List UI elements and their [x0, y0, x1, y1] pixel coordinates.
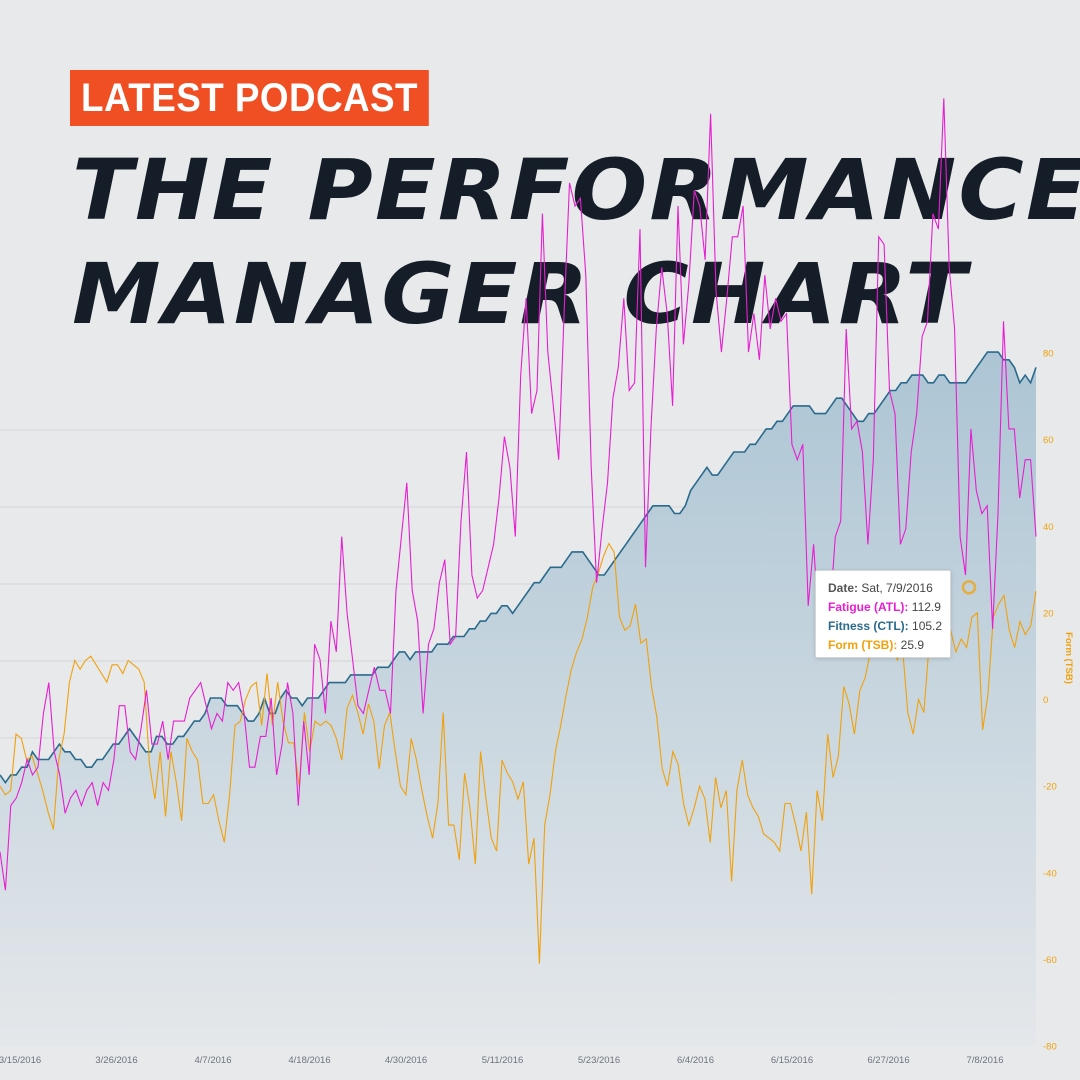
page-title: THE PERFORMANCE MANAGER CHART — [72, 138, 1080, 346]
form-tick-label: -80 — [1043, 1042, 1057, 1053]
form-line — [0, 542, 1037, 964]
x-tick-label: 4/18/2016 — [288, 1055, 330, 1066]
title-line-1: THE PERFORMANCE — [72, 141, 1080, 239]
tooltip-marker[interactable] — [961, 580, 977, 595]
fitness-area — [0, 352, 1036, 1047]
fitness-line — [0, 351, 1037, 784]
x-tick-label: 5/11/2016 — [482, 1055, 524, 1066]
form-axis-label: Form (TSB) — [1063, 632, 1074, 684]
x-tick-label: 4/30/2016 — [385, 1055, 427, 1066]
title-line-2: MANAGER CHART — [72, 245, 969, 343]
tooltip-form: Form (TSB): 25.9 — [828, 638, 925, 652]
tooltip-date: Date: Sat, 7/9/2016 — [828, 581, 933, 595]
form-tick-label: 60 — [1043, 435, 1054, 446]
form-axis: 80 60 40 20 0 -20 -40 -60 -80 — [1043, 349, 1057, 1053]
x-tick-label: 7/8/2016 — [967, 1055, 1004, 1066]
form-tick-label: -20 — [1043, 782, 1057, 793]
x-tick-label: 3/26/2016 — [95, 1055, 137, 1066]
form-tick-label: -40 — [1043, 868, 1057, 879]
tooltip-fitness: Fitness (CTL): 105.2 — [828, 619, 943, 633]
fatigue-line — [0, 98, 1037, 891]
form-tick-label: -60 — [1043, 955, 1057, 966]
latest-podcast-badge: LATEST PODCAST — [70, 70, 430, 126]
x-tick-label: 5/23/2016 — [578, 1055, 620, 1066]
chart-tooltip: Date: Sat, 7/9/2016 Fatigue (ATL): 112.9… — [815, 570, 951, 658]
x-tick-label: 4/7/2016 — [195, 1055, 232, 1066]
form-tick-label: 0 — [1043, 695, 1048, 706]
x-tick-label: 6/15/2016 — [771, 1055, 813, 1066]
form-tick-label: 40 — [1043, 522, 1054, 533]
form-tick-label: 20 — [1043, 608, 1054, 619]
x-tick-label: 3/15/2016 — [0, 1055, 41, 1066]
x-tick-label: 6/4/2016 — [677, 1055, 714, 1066]
form-tick-label: 80 — [1043, 349, 1054, 360]
x-tick-label: 6/27/2016 — [867, 1055, 909, 1066]
x-axis: 3/15/2016 3/26/2016 4/7/2016 4/18/2016 4/30/… — [0, 1055, 1003, 1066]
tooltip-fatigue: Fatigue (ATL): 112.9 — [828, 600, 941, 614]
